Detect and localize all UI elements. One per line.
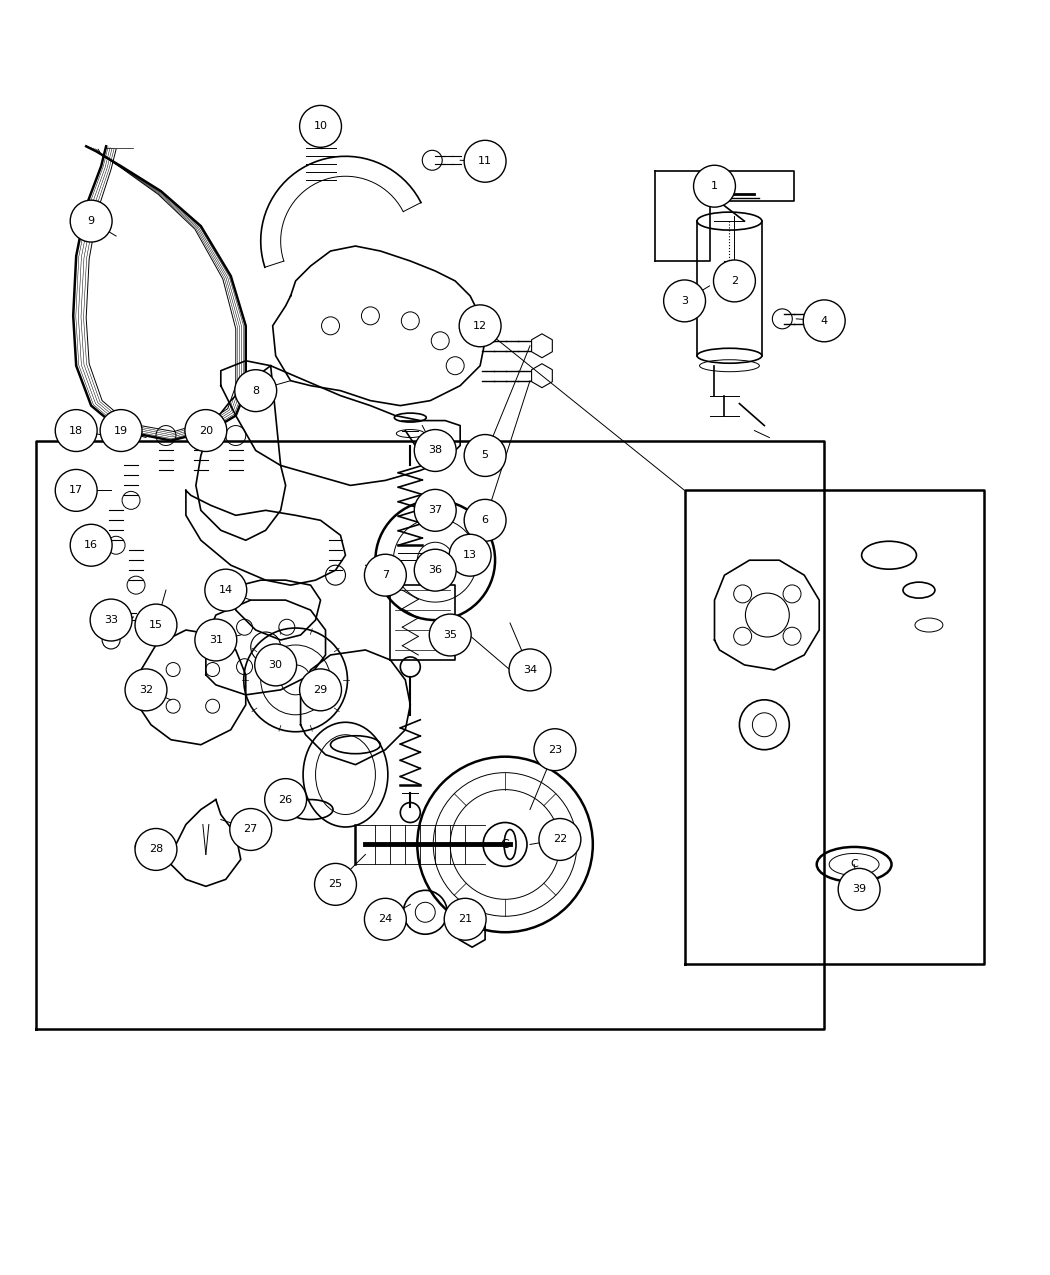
Circle shape (539, 819, 581, 861)
Circle shape (714, 260, 755, 302)
Circle shape (235, 370, 276, 412)
Text: 7: 7 (382, 570, 388, 580)
Text: 4: 4 (821, 316, 827, 326)
Circle shape (509, 649, 551, 691)
Circle shape (135, 604, 176, 646)
Text: C: C (432, 555, 439, 565)
Text: 17: 17 (69, 486, 83, 496)
Text: 33: 33 (104, 615, 118, 625)
Text: 30: 30 (269, 660, 282, 669)
Text: 16: 16 (84, 541, 98, 551)
Circle shape (464, 435, 506, 477)
Text: C: C (501, 838, 509, 850)
Circle shape (364, 555, 406, 597)
Text: 23: 23 (548, 745, 562, 755)
Circle shape (90, 599, 132, 641)
Circle shape (464, 500, 506, 542)
Circle shape (803, 300, 845, 342)
Text: 25: 25 (329, 880, 342, 890)
Circle shape (444, 899, 486, 940)
Circle shape (205, 569, 247, 611)
Circle shape (185, 409, 227, 451)
Text: 35: 35 (443, 630, 457, 640)
Circle shape (70, 200, 112, 242)
Circle shape (125, 669, 167, 710)
Circle shape (230, 808, 272, 850)
Circle shape (464, 140, 506, 182)
Text: 18: 18 (69, 426, 83, 436)
Text: 38: 38 (428, 445, 442, 455)
Circle shape (415, 550, 456, 592)
Text: 20: 20 (198, 426, 213, 436)
Text: 9: 9 (87, 215, 94, 226)
Circle shape (664, 280, 706, 321)
Circle shape (56, 409, 98, 451)
Circle shape (534, 729, 575, 770)
Text: 5: 5 (482, 450, 488, 460)
Text: 15: 15 (149, 620, 163, 630)
Text: 12: 12 (474, 321, 487, 330)
Circle shape (135, 829, 176, 871)
Text: 27: 27 (244, 825, 258, 835)
Text: 39: 39 (852, 885, 866, 894)
Circle shape (70, 524, 112, 566)
Text: 14: 14 (218, 585, 233, 595)
Circle shape (56, 469, 98, 511)
Circle shape (299, 669, 341, 710)
Circle shape (449, 534, 491, 576)
Text: 6: 6 (482, 515, 488, 525)
Text: 3: 3 (681, 296, 688, 306)
Circle shape (838, 868, 880, 910)
Circle shape (265, 779, 307, 821)
Text: 8: 8 (252, 385, 259, 395)
Circle shape (459, 305, 501, 347)
Text: 13: 13 (463, 551, 477, 560)
Text: 22: 22 (552, 834, 567, 844)
Circle shape (195, 620, 236, 660)
Text: 31: 31 (209, 635, 223, 645)
Text: 26: 26 (278, 794, 293, 805)
Text: 19: 19 (114, 426, 128, 436)
Text: C: C (850, 859, 858, 870)
Text: 29: 29 (313, 685, 328, 695)
Text: 21: 21 (458, 914, 472, 924)
Text: 10: 10 (314, 121, 328, 131)
Circle shape (364, 899, 406, 940)
Circle shape (255, 644, 296, 686)
Circle shape (299, 106, 341, 148)
Circle shape (694, 166, 735, 207)
Text: 11: 11 (478, 157, 492, 166)
Circle shape (100, 409, 142, 451)
Text: 2: 2 (731, 275, 738, 286)
Text: 1: 1 (711, 181, 718, 191)
Text: 28: 28 (149, 844, 163, 854)
Text: 24: 24 (378, 914, 393, 924)
Text: 37: 37 (428, 505, 442, 515)
Text: 32: 32 (139, 685, 153, 695)
Circle shape (429, 615, 471, 655)
Circle shape (415, 490, 456, 532)
Circle shape (415, 430, 456, 472)
Text: 36: 36 (428, 565, 442, 575)
Circle shape (315, 863, 356, 905)
Text: 34: 34 (523, 666, 537, 674)
